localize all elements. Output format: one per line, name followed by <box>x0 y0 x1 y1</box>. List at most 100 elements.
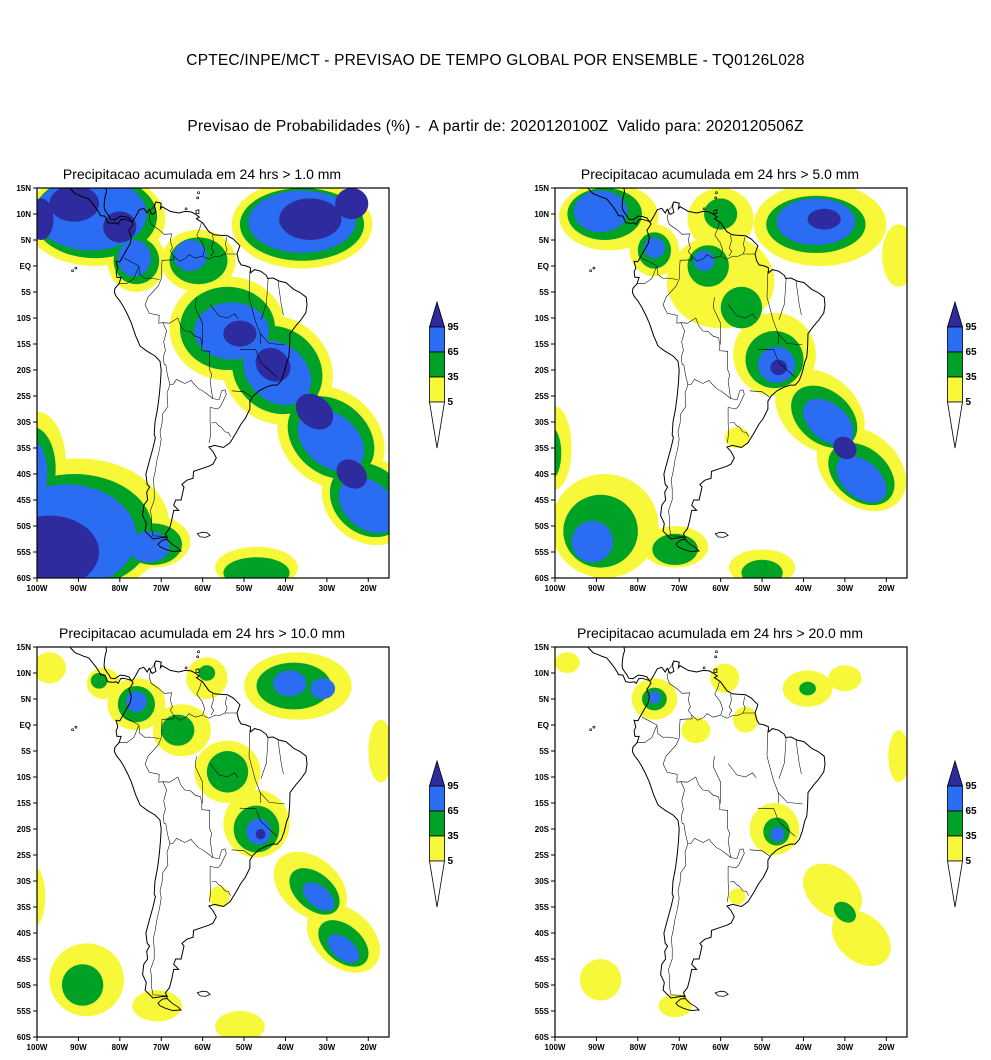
svg-text:15S: 15S <box>535 340 550 349</box>
precipitation-probability-map-1mm: 15N 10N 5N EQ 5S 10S 15S 20S 25S 30S 35S 40S 45S 50S 5… <box>16 184 390 593</box>
probability-colorbar: 95 65 35 5 <box>428 300 460 449</box>
colorbar-arrow-bottom <box>429 860 445 908</box>
svg-text:30S: 30S <box>535 418 550 427</box>
svg-text:80W: 80W <box>112 1043 129 1052</box>
probability-colorbar: 95 65 35 5 <box>946 759 978 908</box>
svg-text:20W: 20W <box>360 584 377 593</box>
precipitation-probability-map-10mm: 15N 10N 5N EQ 5S 10S 15S 20S 25S 30S 35S 40S 45S 50S 5… <box>16 643 390 1052</box>
svg-text:40S: 40S <box>17 470 32 479</box>
svg-text:80W: 80W <box>112 584 129 593</box>
svg-text:50W: 50W <box>754 584 771 593</box>
colorbar-label: 5 <box>966 397 972 408</box>
svg-text:5N: 5N <box>539 695 549 704</box>
precipitation-probability-map-5mm: 15N 10N 5N EQ 5S 10S 15S 20S 25S 30S 35S 40S 45S 50S 5… <box>534 184 908 593</box>
svg-text:100W: 100W <box>27 584 48 593</box>
svg-text:55S: 55S <box>535 548 550 557</box>
lon-axis-labels: 100W 90W 80W 70W 60W 50W 40W 30W 20W <box>545 1037 895 1052</box>
svg-text:70W: 70W <box>153 1043 170 1052</box>
lat-axis-labels: 15N 10N 5N EQ 5S 10S 15S 20S 25S 30S 35S 40S 45S 50S 5… <box>534 643 555 1042</box>
probability-regions <box>555 188 907 578</box>
lon-axis-labels: 100W 90W 80W 70W 60W 50W 40W 30W 20W <box>27 578 377 593</box>
svg-text:45S: 45S <box>535 955 550 964</box>
svg-text:60S: 60S <box>17 1033 32 1042</box>
probability-colorbar: 95 65 35 5 <box>946 300 978 449</box>
probability-colorbar: 95 65 35 5 <box>428 759 460 908</box>
colorbar-label: 95 <box>448 781 460 792</box>
svg-text:30W: 30W <box>837 1043 854 1052</box>
svg-text:60W: 60W <box>194 584 211 593</box>
svg-text:20S: 20S <box>17 825 32 834</box>
svg-text:20W: 20W <box>360 1043 377 1052</box>
svg-text:10N: 10N <box>534 669 549 678</box>
svg-text:10S: 10S <box>17 314 32 323</box>
country-borders <box>119 204 285 539</box>
map-layers <box>37 647 389 1037</box>
map-layers <box>555 188 907 578</box>
svg-text:20S: 20S <box>535 825 550 834</box>
svg-text:50S: 50S <box>535 522 550 531</box>
svg-text:55S: 55S <box>535 1007 550 1016</box>
svg-text:15N: 15N <box>534 184 549 193</box>
svg-text:40W: 40W <box>277 1043 294 1052</box>
svg-text:35S: 35S <box>17 444 32 453</box>
svg-text:15N: 15N <box>534 643 549 652</box>
svg-text:50W: 50W <box>754 1043 771 1052</box>
colorbar-arrow-top <box>946 759 964 787</box>
colorbar-arrow-bottom <box>429 401 445 449</box>
panel-body: 15N 10N 5N EQ 5S 10S 15S 20S 25S 30S 35S 40S 45S 50S 5… <box>521 642 991 1060</box>
svg-text:50W: 50W <box>236 1043 253 1052</box>
svg-text:100W: 100W <box>545 584 566 593</box>
svg-text:5S: 5S <box>539 288 549 297</box>
svg-text:90W: 90W <box>70 584 87 593</box>
svg-text:60S: 60S <box>535 1033 550 1042</box>
svg-text:15N: 15N <box>16 643 31 652</box>
svg-text:30S: 30S <box>535 877 550 886</box>
svg-text:10S: 10S <box>535 314 550 323</box>
svg-text:40S: 40S <box>535 929 550 938</box>
forecast-panel-1mm: Precipitacao acumulada em 24 hrs > 1.0 m… <box>3 166 473 601</box>
colorbar-label: 95 <box>448 322 460 333</box>
svg-text:5N: 5N <box>21 236 31 245</box>
svg-text:5S: 5S <box>539 747 549 756</box>
svg-text:40W: 40W <box>277 584 294 593</box>
svg-text:15S: 15S <box>17 799 32 808</box>
svg-text:15N: 15N <box>16 184 31 193</box>
svg-text:100W: 100W <box>27 1043 48 1052</box>
svg-text:30W: 30W <box>319 584 336 593</box>
panel-body: 15N 10N 5N EQ 5S 10S 15S 20S 25S 30S 35S 40S 45S 50S 5… <box>3 642 473 1060</box>
svg-text:10N: 10N <box>16 669 31 678</box>
colorbar-arrow-bottom <box>947 860 963 908</box>
svg-text:10N: 10N <box>16 210 31 219</box>
lon-axis-labels: 100W 90W 80W 70W 60W 50W 40W 30W 20W <box>27 1037 377 1052</box>
svg-text:70W: 70W <box>671 584 688 593</box>
svg-text:40W: 40W <box>795 584 812 593</box>
colorbar-label: 95 <box>966 322 978 333</box>
subtitle: Previsao de Probabilidades (%) - A parti… <box>187 118 804 135</box>
svg-text:40S: 40S <box>535 470 550 479</box>
colorbar-label: 35 <box>966 831 978 842</box>
svg-text:10S: 10S <box>535 773 550 782</box>
colorbar-label: 5 <box>448 856 454 867</box>
map-frame <box>554 187 908 579</box>
svg-text:5S: 5S <box>21 747 31 756</box>
svg-text:80W: 80W <box>630 1043 647 1052</box>
panel-title-20mm: Precipitacao acumulada em 24 hrs > 20.0 … <box>577 625 863 641</box>
colorbar-label: 65 <box>448 806 460 817</box>
svg-text:90W: 90W <box>588 1043 605 1052</box>
panel-title-10mm: Precipitacao acumulada em 24 hrs > 10.0 … <box>59 625 345 641</box>
svg-text:30W: 30W <box>837 584 854 593</box>
svg-text:35S: 35S <box>535 444 550 453</box>
svg-text:35S: 35S <box>17 903 32 912</box>
svg-text:5N: 5N <box>21 695 31 704</box>
forecast-panel-20mm: Precipitacao acumulada em 24 hrs > 20.0 … <box>521 625 991 1060</box>
svg-text:50S: 50S <box>17 522 32 531</box>
svg-text:50W: 50W <box>236 584 253 593</box>
svg-text:60S: 60S <box>535 574 550 583</box>
svg-text:90W: 90W <box>588 584 605 593</box>
svg-text:35S: 35S <box>535 903 550 912</box>
svg-text:50S: 50S <box>535 981 550 990</box>
svg-text:25S: 25S <box>535 851 550 860</box>
svg-text:90W: 90W <box>70 1043 87 1052</box>
country-borders <box>637 204 803 539</box>
svg-text:60W: 60W <box>712 1043 729 1052</box>
